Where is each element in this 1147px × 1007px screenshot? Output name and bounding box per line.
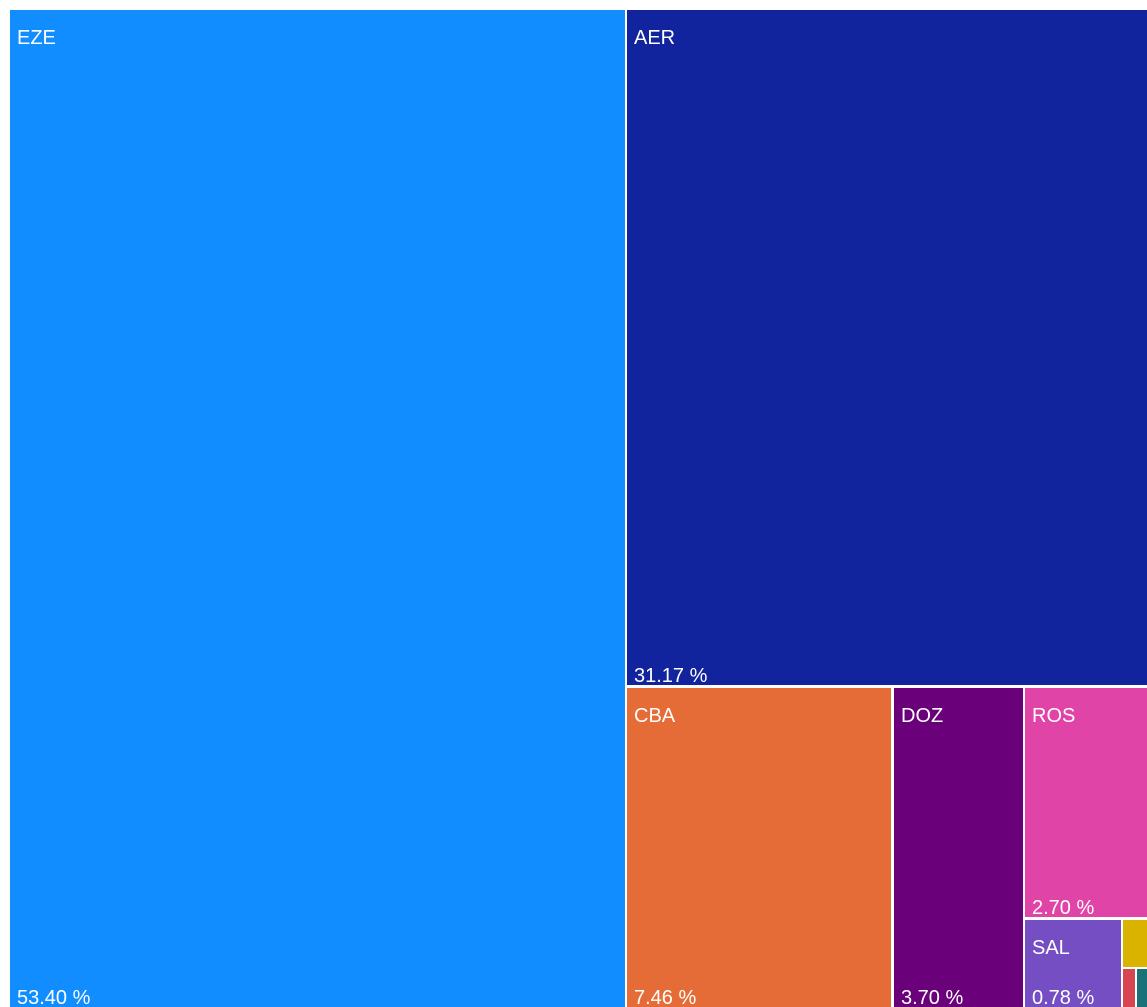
tile-aer[interactable]: AER 31.17 % xyxy=(627,10,1147,687)
tile-rect-small-7[interactable] xyxy=(1123,969,1135,1007)
tile-name-ros: ROS xyxy=(1032,705,1075,727)
tile-rect-aer[interactable] xyxy=(627,10,1147,685)
tile-value-ros: 2.70 % xyxy=(1032,897,1094,919)
tile-small-8[interactable] xyxy=(1137,969,1147,1007)
tile-rect-cba[interactable] xyxy=(627,688,891,1007)
tile-rect-sal[interactable] xyxy=(1025,920,1121,1007)
tile-rect-small-6[interactable] xyxy=(1123,920,1147,967)
tile-value-cba: 7.46 % xyxy=(634,987,696,1007)
tile-rect-eze[interactable] xyxy=(10,10,625,1007)
tile-cba[interactable]: CBA 7.46 % xyxy=(627,688,891,1007)
tile-value-eze: 53.40 % xyxy=(17,987,91,1007)
tile-name-sal: SAL xyxy=(1032,937,1070,959)
tile-doz[interactable]: DOZ 3.70 % xyxy=(894,688,1023,1007)
tile-name-doz: DOZ xyxy=(901,705,943,727)
tile-eze[interactable]: EZE 53.40 % xyxy=(10,10,625,1007)
tile-value-sal: 0.78 % xyxy=(1032,987,1094,1007)
tile-rect-ros[interactable] xyxy=(1025,688,1147,917)
tile-name-cba: CBA xyxy=(634,705,676,727)
tile-small-6[interactable] xyxy=(1123,920,1147,967)
tile-value-doz: 3.70 % xyxy=(901,987,963,1007)
tile-sal[interactable]: SAL 0.78 % xyxy=(1025,920,1121,1007)
tile-name-aer: AER xyxy=(634,27,675,49)
tile-small-7[interactable] xyxy=(1123,969,1135,1007)
tile-value-aer: 31.17 % xyxy=(634,665,708,687)
tile-rect-doz[interactable] xyxy=(894,688,1023,1007)
tile-name-eze: EZE xyxy=(17,27,56,49)
tile-ros[interactable]: ROS 2.70 % xyxy=(1025,688,1147,919)
tile-rect-small-8[interactable] xyxy=(1137,969,1147,1007)
